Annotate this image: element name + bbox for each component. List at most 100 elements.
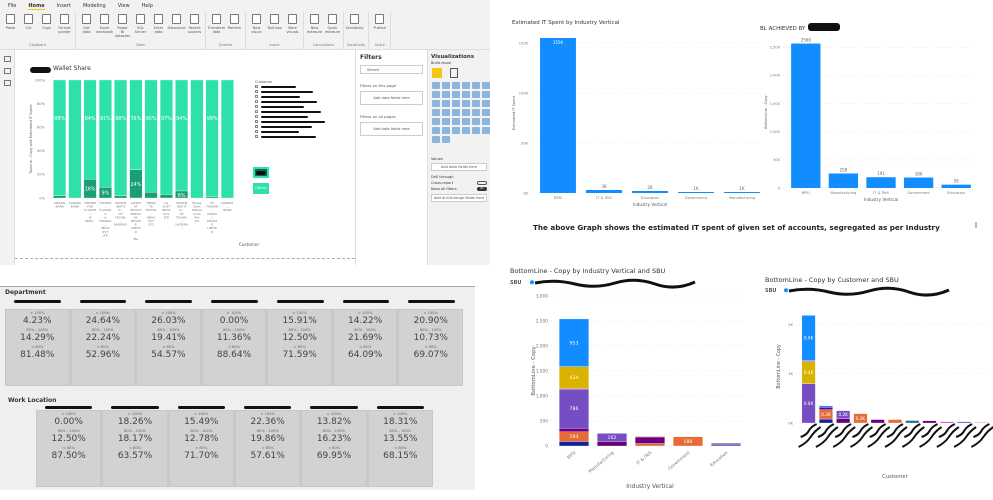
- visual-type-icon[interactable]: [462, 118, 470, 125]
- slicer-item[interactable]: [255, 89, 335, 94]
- bar-segment[interactable]: [597, 433, 627, 442]
- visual-type-icon[interactable]: [432, 118, 440, 125]
- visual-type-icon[interactable]: [472, 109, 480, 116]
- bar-segment[interactable]: [819, 405, 833, 408]
- bar-segment[interactable]: [711, 443, 741, 447]
- bar-segment[interactable]: [559, 388, 589, 429]
- visual-type-icon[interactable]: [462, 100, 470, 107]
- ribbon-button-format-painter[interactable]: Format painter: [57, 14, 72, 43]
- visual-type-icon[interactable]: [432, 109, 440, 116]
- add-page-filter-well[interactable]: Add data fields here: [360, 91, 423, 105]
- visual-type-icon[interactable]: [472, 127, 480, 134]
- visual-type-icon[interactable]: [472, 118, 480, 125]
- bar-segment[interactable]: [559, 441, 589, 447]
- bar-segment[interactable]: [205, 196, 219, 199]
- visual-type-icon[interactable]: [472, 91, 480, 98]
- checkbox-icon[interactable]: [255, 125, 258, 128]
- visual-type-icon[interactable]: [442, 118, 450, 125]
- ribbon-button-sensitivity[interactable]: Sensitivity: [345, 14, 364, 43]
- values-well[interactable]: Add data fields here: [431, 163, 487, 171]
- bar-segment[interactable]: [635, 436, 665, 444]
- slicer-item[interactable]: [255, 99, 335, 104]
- bar-segment[interactable]: [53, 195, 67, 199]
- filters-search-input[interactable]: Search: [360, 65, 423, 74]
- visual-type-icon[interactable]: [442, 136, 450, 143]
- bar-segment[interactable]: [819, 407, 833, 410]
- bar-segment[interactable]: [98, 79, 112, 188]
- bar-segment[interactable]: [159, 194, 173, 199]
- checkbox-icon[interactable]: [255, 115, 258, 118]
- slicer-item[interactable]: [255, 134, 335, 139]
- ribbon-button-publish[interactable]: Publish: [372, 14, 387, 43]
- build-visual-icon[interactable]: [432, 68, 442, 78]
- bar-segment[interactable]: [801, 315, 816, 361]
- ribbon-button-get-data[interactable]: Get data: [79, 14, 94, 43]
- tab-modeling[interactable]: Modeling: [82, 3, 106, 9]
- bar-segment[interactable]: [586, 190, 622, 193]
- ribbon-button-cut[interactable]: Cut: [21, 14, 36, 43]
- ribbon-button-more-visuals[interactable]: More visuals: [285, 14, 300, 43]
- slicer-item[interactable]: [255, 109, 335, 114]
- checkbox-icon[interactable]: [255, 135, 258, 138]
- cross-report-toggle[interactable]: [477, 181, 487, 185]
- checkbox-icon[interactable]: [255, 90, 258, 93]
- bar-segment[interactable]: [559, 428, 589, 433]
- ribbon-button-new-visual[interactable]: New visual: [249, 14, 264, 43]
- model-view-icon[interactable]: [3, 80, 11, 86]
- visual-type-icon[interactable]: [472, 100, 480, 107]
- add-all-pages-filter-well[interactable]: Add data fields here: [360, 122, 423, 136]
- checkbox-icon[interactable]: [255, 110, 258, 113]
- drill-through-well[interactable]: Add drill-through fields here: [431, 194, 487, 202]
- bar-segment[interactable]: [635, 443, 665, 447]
- bar-segment[interactable]: [711, 442, 741, 445]
- redacted-button[interactable]: [253, 167, 269, 178]
- bar-segment[interactable]: [597, 441, 627, 447]
- bar-segment[interactable]: [866, 177, 896, 188]
- ribbon-button-power-bi-datasets[interactable]: Power BI datasets: [115, 14, 130, 43]
- bar-segment[interactable]: [83, 79, 97, 180]
- bar-segment[interactable]: [957, 421, 971, 424]
- ribbon-button-excel-workbook[interactable]: Excel workbook: [96, 14, 113, 43]
- bar-segment[interactable]: [941, 184, 971, 188]
- visual-type-icon[interactable]: [482, 82, 490, 89]
- bar-segment[interactable]: [870, 419, 885, 424]
- bar-segment[interactable]: [559, 318, 589, 367]
- bar-segment[interactable]: [791, 43, 821, 189]
- bar-segment[interactable]: [220, 79, 234, 199]
- visual-type-icon[interactable]: [462, 109, 470, 116]
- tab-home[interactable]: Home: [28, 2, 45, 10]
- bar-segment[interactable]: [836, 418, 851, 424]
- ribbon-button-paste[interactable]: Paste: [3, 14, 18, 43]
- bar-segment[interactable]: [53, 79, 67, 196]
- bar-segment[interactable]: [836, 410, 851, 419]
- ribbon-button-transform-data[interactable]: Transform data: [208, 14, 225, 43]
- bar-segment[interactable]: [819, 418, 833, 424]
- checkbox-icon[interactable]: [255, 95, 258, 98]
- format-visual-icon[interactable]: [450, 68, 458, 78]
- bar-segment[interactable]: [888, 419, 902, 424]
- ribbon-button-new-measure[interactable]: New measure: [307, 14, 322, 43]
- visual-type-icon[interactable]: [472, 82, 480, 89]
- visual-type-icon[interactable]: [432, 136, 440, 143]
- slicer-item[interactable]: [255, 129, 335, 134]
- visual-type-icon[interactable]: [442, 109, 450, 116]
- visual-type-icon[interactable]: [442, 82, 450, 89]
- bar-segment[interactable]: [159, 79, 173, 195]
- slicer-item[interactable]: [255, 124, 335, 129]
- bar-segment[interactable]: [114, 79, 128, 196]
- visual-type-icon[interactable]: [482, 109, 490, 116]
- bar-segment[interactable]: [632, 191, 668, 193]
- visual-type-icon[interactable]: [442, 100, 450, 107]
- checkbox-icon[interactable]: [255, 105, 258, 108]
- visual-type-icon[interactable]: [452, 91, 460, 98]
- bar-segment[interactable]: [144, 79, 158, 193]
- bar-segment[interactable]: [129, 79, 143, 170]
- visual-type-icon[interactable]: [462, 127, 470, 134]
- visual-type-icon[interactable]: [442, 91, 450, 98]
- ribbon-button-dataverse[interactable]: Dataverse: [168, 14, 186, 43]
- scroll-handle[interactable]: [975, 222, 977, 228]
- visual-type-icon[interactable]: [462, 82, 470, 89]
- visual-type-icon[interactable]: [452, 118, 460, 125]
- bar-segment[interactable]: [68, 79, 82, 199]
- ribbon-button-text-box[interactable]: Text box: [267, 14, 282, 43]
